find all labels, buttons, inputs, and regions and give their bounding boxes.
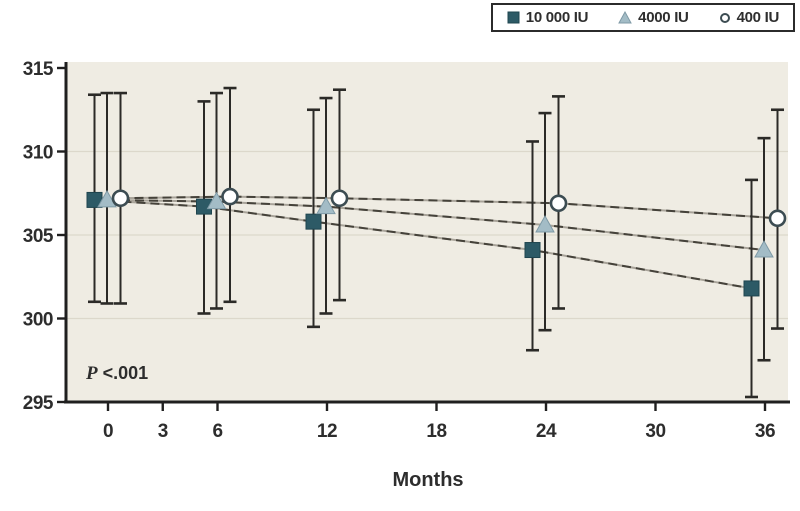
x-tick-label: 18 — [426, 421, 446, 442]
x-axis-title: Months — [392, 469, 463, 491]
y-tick-label: 300 — [23, 310, 53, 331]
x-tick-label: 3 — [158, 421, 168, 442]
legend-item-4000iu: 4000 IU — [618, 9, 689, 26]
marker-triangle — [206, 191, 227, 210]
marker-triangle — [535, 214, 555, 233]
series-line — [120, 195, 778, 220]
legend-label: 400 IU — [736, 9, 780, 26]
marker-circle — [768, 209, 787, 228]
marker-square — [305, 213, 322, 230]
legend-triangle-icon — [618, 10, 632, 24]
marker-circle — [221, 187, 239, 206]
marker-square — [743, 280, 760, 297]
marker-circle — [330, 189, 349, 208]
x-tick-label: 24 — [536, 421, 557, 442]
y-tick-label: 295 — [23, 393, 54, 414]
x-tick-label: 0 — [103, 421, 113, 442]
legend-label: 4000 IU — [638, 9, 689, 26]
legend-item-400iu: 400 IU — [719, 9, 779, 26]
marker-square — [524, 242, 541, 259]
marker-triangle — [316, 196, 336, 215]
p-value-annotation: P <.001 — [85, 363, 148, 384]
x-tick-label: 6 — [212, 421, 222, 442]
x-tick-label: 30 — [645, 421, 665, 442]
marker-circle — [111, 189, 130, 208]
legend: 10 000 IU 4000 IU 400 IU — [490, 3, 795, 32]
legend-label: 10 000 IU — [525, 9, 589, 26]
y-tick-label: 305 — [23, 226, 54, 247]
legend-square-icon — [507, 11, 520, 24]
plot-area — [66, 62, 788, 402]
legend-item-10000iu: 10 000 IU — [507, 9, 588, 26]
y-tick-label: 310 — [23, 143, 53, 164]
x-tick-label: 12 — [317, 421, 337, 442]
marker-triangle — [97, 189, 117, 208]
legend-circle-icon — [719, 12, 731, 24]
series-line — [106, 198, 765, 252]
marker-circle — [549, 194, 568, 213]
x-tick-label: 36 — [755, 421, 775, 442]
series-line — [94, 198, 752, 290]
marker-triangle — [754, 240, 774, 258]
y-tick-label: 315 — [23, 59, 54, 80]
